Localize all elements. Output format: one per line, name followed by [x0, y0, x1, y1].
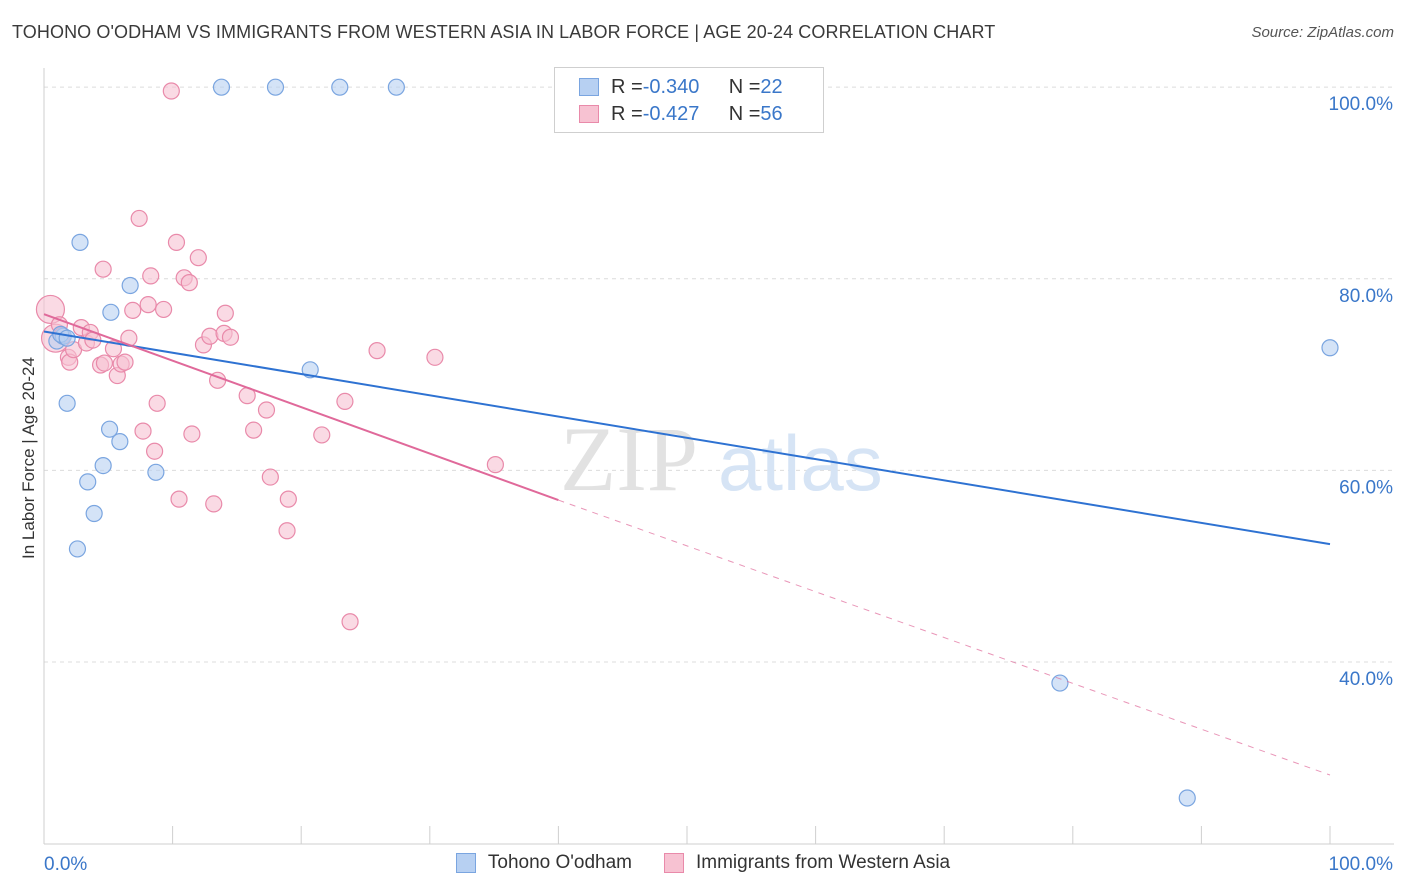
tohono-point [94, 456, 112, 475]
r-value: -0.427 [642, 102, 700, 125]
western-asia-point [124, 301, 142, 319]
western-asia-point [261, 468, 279, 486]
tohono-point [1321, 339, 1339, 357]
y-axis-label: In Labor Force | Age 20-24 [19, 357, 38, 559]
y-tick-label: 60.0% [1339, 477, 1393, 498]
blue-swatch-icon [579, 78, 599, 96]
western-asia-point [180, 274, 198, 292]
x-tick-label: 0.0% [44, 854, 87, 875]
western-asia-point [145, 442, 164, 460]
r-label: R = [611, 75, 643, 98]
r-value: -0.340 [642, 75, 700, 98]
tohono-point [111, 433, 129, 451]
western-asia-point [148, 394, 166, 412]
tohono-point [387, 78, 405, 96]
legend-item-western-asia[interactable]: Immigrants from Western Asia [664, 852, 950, 874]
grid-layer [44, 86, 1394, 663]
western-asia-point [336, 392, 354, 411]
western-asia-point [245, 421, 263, 439]
watermark-atlas: atlas [718, 419, 883, 507]
western-asia-point [104, 340, 123, 358]
watermark-zip: ZIP [560, 408, 698, 510]
tohono-point [79, 473, 97, 491]
series-legend: Tohono O'odham Immigrants from Western A… [0, 852, 1406, 874]
western-asia-point [426, 348, 444, 366]
tohono-point [58, 394, 76, 412]
western-asia-point [139, 296, 157, 314]
tohono-point [121, 276, 139, 295]
pink-swatch-icon [579, 105, 599, 123]
legend-row-pink: R = -0.427 N = 56 [579, 101, 783, 127]
tohono-point [1051, 674, 1069, 692]
western-asia-trend-line [43, 313, 559, 502]
western-asia-point [486, 456, 504, 474]
western-asia-point [341, 613, 359, 631]
western-asia-point [134, 422, 152, 440]
axis-layer: 40.0% 60.0% 80.0% 100.0% 0.0% 100.0% [43, 68, 1394, 875]
legend-label: Immigrants from Western Asia [696, 852, 951, 873]
blue-square-icon [455, 853, 476, 873]
y-tick-label: 40.0% [1339, 669, 1393, 690]
western-asia-point [95, 354, 114, 372]
tohono-point [100, 420, 119, 438]
source-credit: Source: ZipAtlas.com [1251, 24, 1394, 41]
western-asia-point [170, 490, 188, 508]
trend-layer [43, 313, 1331, 776]
n-label: N = [728, 75, 761, 98]
western-asia-point [313, 426, 331, 444]
tohono-point [301, 361, 319, 379]
legend-row-blue: R = -0.340 N = 22 [579, 74, 783, 100]
western-asia-point [216, 304, 234, 322]
tohono-point [85, 504, 103, 523]
western-asia-point [94, 260, 112, 278]
western-asia-point [257, 401, 276, 419]
western-asia-point [154, 300, 173, 319]
western-asia-point [278, 522, 296, 540]
western-asia-point [142, 267, 160, 285]
x-tick-label: 100.0% [1329, 854, 1394, 875]
western-asia-point [201, 327, 219, 345]
western-asia-point [183, 425, 201, 443]
r-label: R = [611, 102, 643, 125]
western-asia-point [279, 490, 297, 508]
n-value: 56 [760, 102, 783, 125]
n-label: N = [728, 102, 761, 125]
tohono-trend-line [43, 330, 1331, 546]
y-tick-label: 80.0% [1339, 286, 1393, 307]
western-asia-point [167, 233, 186, 251]
tohono-point [58, 329, 76, 347]
western-asia-point [116, 353, 134, 371]
tohono-point [266, 78, 285, 96]
legend-label: Tohono O'odham [487, 852, 632, 873]
western-asia-point [162, 82, 180, 100]
western-asia-point [189, 249, 207, 267]
y-tick-label: 100.0% [1329, 94, 1394, 115]
n-value: 22 [760, 75, 783, 98]
tohono-point [71, 233, 89, 251]
legend-item-tohono[interactable]: Tohono O'odham [455, 852, 632, 874]
western-asia-point [368, 342, 386, 360]
tohono-point [331, 78, 349, 96]
western-asia-point [221, 328, 240, 346]
tohono-point [212, 78, 231, 96]
chart-title: TOHONO O'ODHAM VS IMMIGRANTS FROM WESTER… [12, 22, 996, 42]
stats-legend: R = -0.340 N = 22 R = -0.427 N = 56 [554, 67, 824, 133]
tohono-point [147, 463, 165, 481]
pink-square-icon [664, 853, 684, 873]
tohono-point [68, 540, 87, 558]
western-asia-trend-extension [558, 499, 1331, 776]
western-asia-point [205, 495, 223, 513]
tohono-point [1178, 789, 1196, 807]
western-asia-point [130, 209, 148, 228]
tohono-point [102, 303, 120, 321]
